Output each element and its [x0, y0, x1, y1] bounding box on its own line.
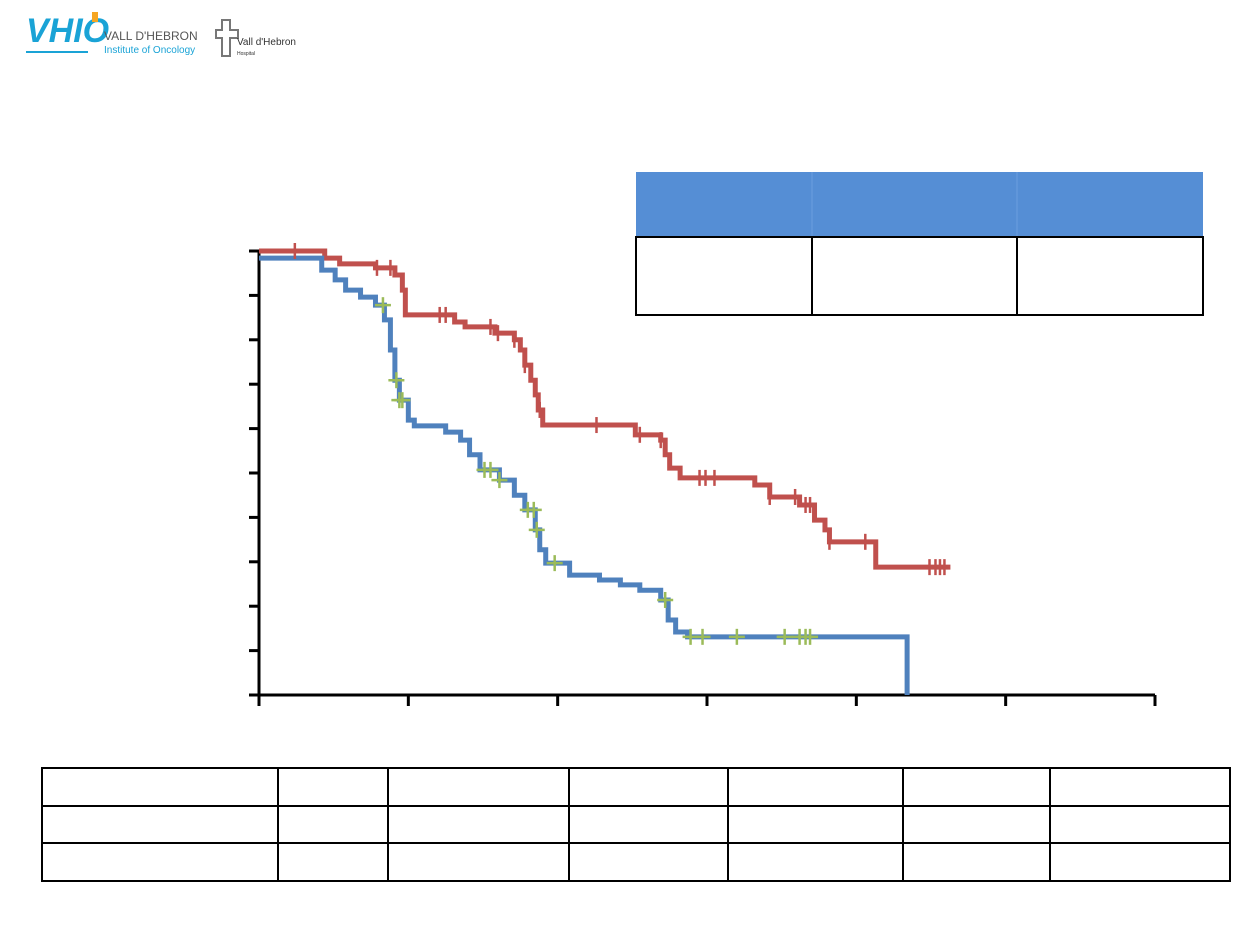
logo-accent: [92, 12, 98, 22]
table-frame: [41, 767, 1231, 882]
censor-mark: [546, 555, 563, 572]
censor-mark: [525, 501, 542, 518]
hospital-name: Vall d'Hebron: [237, 37, 296, 48]
plot: [249, 243, 1157, 706]
risk-table: [41, 767, 1231, 882]
censor-mark: [657, 591, 674, 608]
censor-mark: [694, 628, 711, 645]
censor-mark: [394, 392, 411, 409]
logo: VHIO VALL D'HEBRON Institute of Oncology…: [26, 12, 296, 57]
institute-name: VALL D'HEBRON: [104, 29, 198, 43]
table-header: [636, 172, 1203, 237]
censor-mark: [776, 628, 793, 645]
summary-table: [635, 172, 1204, 316]
hospital-subtitle: Hospital: [237, 51, 255, 57]
survival-curve: [259, 248, 951, 570]
institute-subtitle: Institute of Oncology: [104, 45, 195, 56]
censor-mark: [728, 628, 745, 645]
table-row: [635, 236, 1204, 316]
censor-mark: [491, 472, 508, 489]
censor-mark: [482, 461, 499, 478]
censor-mark: [374, 297, 391, 314]
hospital-icon: [215, 19, 239, 57]
censor-mark: [388, 372, 405, 389]
censor-mark: [802, 628, 819, 645]
censor-mark: [528, 521, 545, 538]
